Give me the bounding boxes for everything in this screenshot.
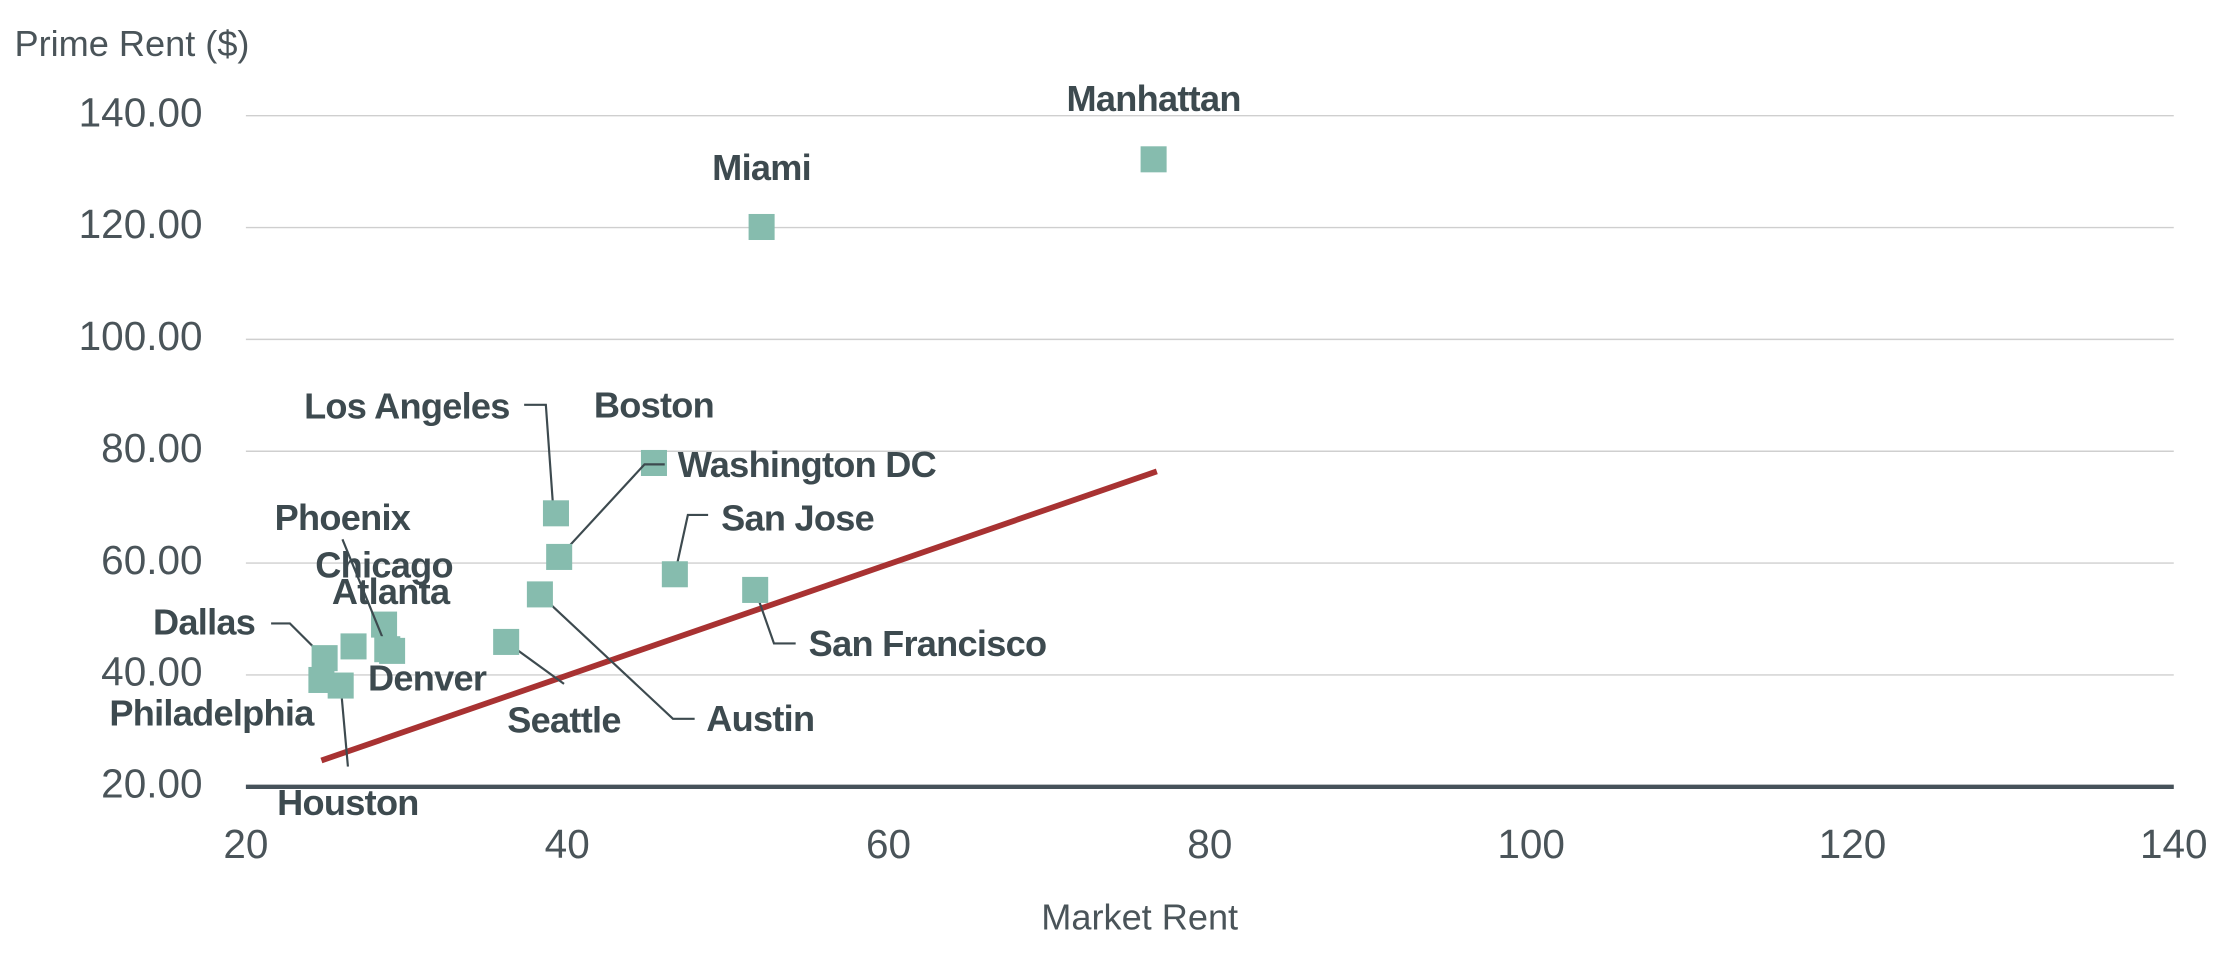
point-label: Manhattan	[1067, 78, 1241, 119]
point	[1140, 146, 1167, 173]
point	[661, 561, 688, 588]
point	[546, 543, 573, 570]
leader-line	[339, 685, 349, 767]
point	[493, 628, 520, 655]
leader-line	[673, 513, 709, 575]
y-tick-label: 120.00	[79, 201, 203, 247]
point	[374, 636, 401, 663]
x-axis-title: Market Rent	[1041, 896, 1238, 937]
point	[526, 581, 553, 608]
point-label: Seattle	[507, 699, 620, 740]
y-tick-label: 60.00	[101, 537, 202, 583]
point-label: Houston	[277, 782, 418, 823]
point	[748, 213, 775, 241]
point	[742, 576, 769, 603]
point-label: Phoenix	[275, 497, 411, 538]
point-label: Miami	[712, 147, 811, 188]
y-axis-title: Prime Rent ($)	[14, 23, 249, 64]
x-tick-label: 140	[2140, 821, 2208, 867]
x-tick-label: 80	[1187, 821, 1232, 867]
x-tick-label: 120	[1819, 821, 1887, 867]
y-tick-label: 80.00	[101, 425, 202, 471]
point-label: Austin	[706, 698, 814, 739]
leader-line	[524, 403, 555, 507]
leader-line	[754, 589, 796, 645]
point-label: Atlanta	[332, 571, 451, 612]
y-tick-label: 20.00	[101, 760, 202, 806]
point-label: Philadelphia	[109, 693, 315, 734]
point	[542, 500, 569, 527]
y-tick-label: 100.00	[79, 313, 203, 359]
point	[340, 633, 367, 660]
point	[371, 611, 398, 638]
x-tick-label: 20	[223, 821, 268, 867]
leader-line	[539, 593, 695, 720]
point-label: San Francisco	[809, 623, 1047, 664]
point-label: Chicago	[315, 545, 453, 586]
x-tick-label: 60	[866, 821, 911, 867]
point-label: Los Angeles	[304, 386, 510, 427]
point-label: Dallas	[153, 601, 255, 642]
leader-line	[341, 538, 389, 650]
point-label: Boston	[594, 385, 714, 426]
trend-line	[320, 468, 1158, 764]
x-tick-label: 100	[1497, 821, 1565, 867]
leader-line	[558, 463, 665, 558]
point	[311, 645, 338, 672]
x-tick-label: 40	[545, 821, 590, 867]
point	[640, 449, 667, 476]
y-tick-label: 140.00	[79, 89, 203, 135]
point-label: Washington DC	[678, 444, 937, 485]
point	[327, 672, 354, 699]
point-label: San Jose	[721, 497, 874, 538]
point-label: Denver	[368, 658, 487, 699]
y-tick-label: 40.00	[101, 649, 202, 695]
